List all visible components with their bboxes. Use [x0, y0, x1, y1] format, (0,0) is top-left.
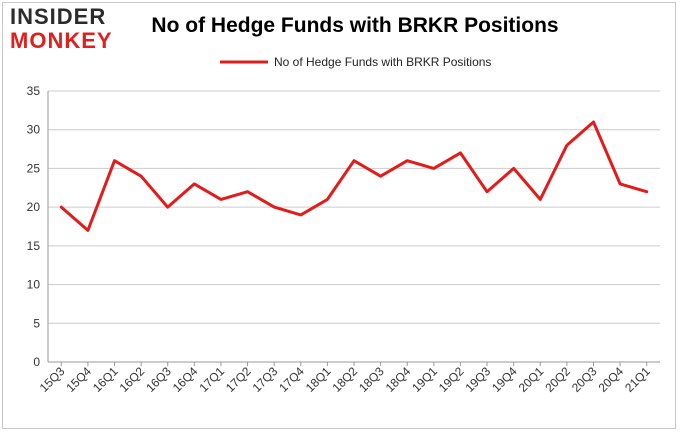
x-tick-label: 17Q2	[223, 364, 254, 395]
x-tick-label: 15Q4	[63, 364, 94, 395]
y-tick-label: 20	[27, 200, 41, 214]
x-tick-label: 18Q3	[356, 364, 387, 395]
y-tick-label: 10	[27, 278, 41, 292]
legend-label: No of Hedge Funds with BRKR Positions	[274, 55, 491, 69]
chart-frame	[2, 2, 676, 429]
x-tick-label: 19Q2	[436, 364, 467, 395]
x-tick-label: 16Q3	[143, 364, 174, 395]
x-tick-label: 15Q3	[37, 364, 68, 395]
x-tick-label: 18Q4	[383, 364, 414, 395]
y-tick-label: 0	[33, 355, 40, 369]
legend: No of Hedge Funds with BRKR Positions	[220, 55, 491, 69]
x-tick-label: 16Q1	[90, 364, 121, 395]
x-tick-label: 19Q4	[489, 364, 520, 395]
x-tick-label: 17Q1	[196, 364, 227, 395]
x-tick-label: 20Q2	[542, 364, 573, 395]
y-tick-labels: 0 5 10 15 20 25 30 35	[27, 84, 41, 369]
x-tick-label: 16Q4	[170, 364, 201, 395]
logo-line-2: MONKEY	[10, 28, 113, 53]
x-tick-label: 17Q3	[250, 364, 281, 395]
y-tick-label: 15	[27, 239, 41, 253]
y-tick-label: 5	[33, 316, 40, 330]
x-tick-label: 18Q2	[329, 364, 360, 395]
x-tick-label: 20Q3	[569, 364, 600, 395]
axes	[47, 91, 660, 366]
x-tick-label: 18Q1	[303, 364, 334, 395]
x-tick-label: 20Q1	[516, 364, 547, 395]
gridlines	[48, 90, 660, 324]
x-tick-label: 20Q4	[596, 364, 627, 395]
y-tick-label: 35	[27, 84, 41, 98]
x-tick-label: 17Q4	[276, 364, 307, 395]
series-lines	[59, 120, 649, 232]
x-tick-label: 19Q1	[409, 364, 440, 395]
logo-line-1: INSIDER	[10, 4, 107, 29]
x-tick-labels: 15Q315Q416Q116Q216Q316Q417Q117Q217Q317Q4…	[37, 364, 653, 395]
insider-monkey-logo: INSIDER MONKEY	[10, 6, 128, 52]
y-tick-label: 25	[27, 161, 41, 175]
x-tick-label: 19Q3	[463, 364, 494, 395]
x-tick-label: 16Q2	[117, 364, 148, 395]
x-tick-label: 21Q1	[622, 364, 653, 395]
series-line	[59, 120, 649, 232]
chart-title: No of Hedge Funds with BRKR Positions	[151, 14, 559, 37]
y-tick-label: 30	[27, 123, 41, 137]
